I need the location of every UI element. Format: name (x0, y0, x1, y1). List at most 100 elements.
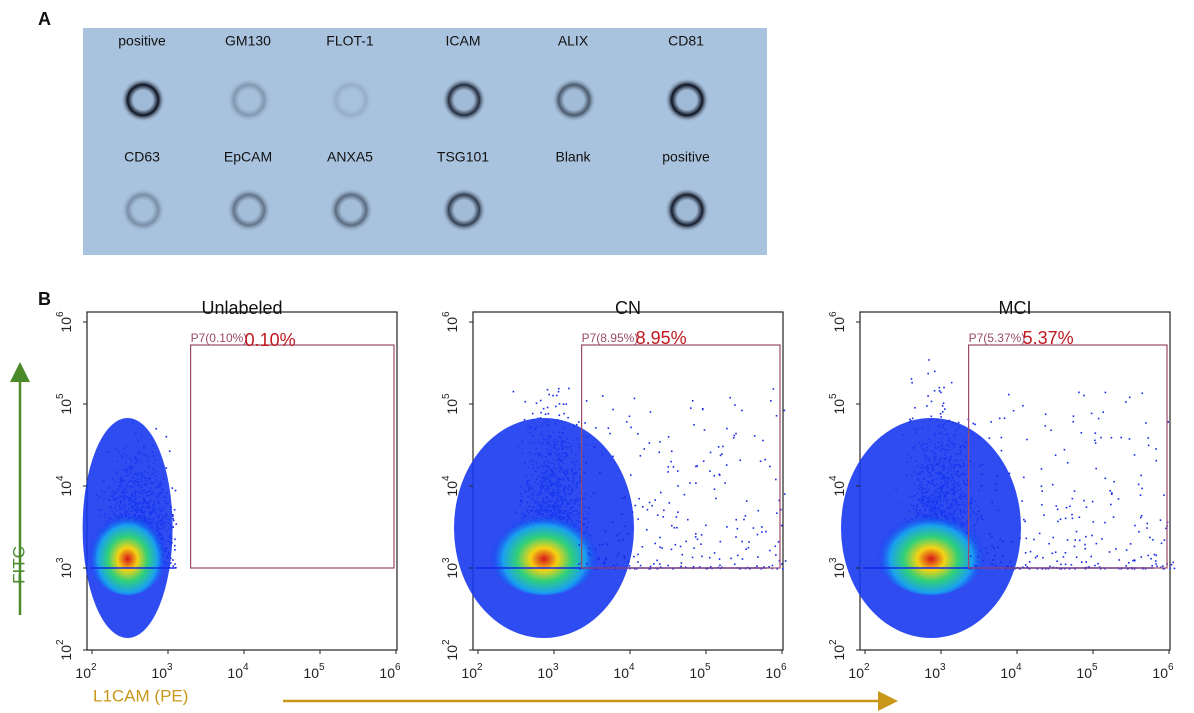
event-dot (979, 550, 981, 552)
event-dot (1155, 555, 1157, 557)
event-dot (1039, 533, 1041, 535)
event-dot (657, 514, 659, 516)
tick-exp: 2 (477, 662, 483, 673)
blot-dot (227, 188, 271, 232)
tick-exp: 6 (395, 662, 401, 673)
event-dot (656, 560, 658, 562)
event-dot (782, 568, 784, 570)
event-dot (942, 411, 944, 413)
event-dot (997, 547, 999, 549)
event-dot (1056, 560, 1058, 562)
event-dot (1091, 413, 1093, 415)
event-dot (934, 390, 936, 392)
event-dot (524, 419, 526, 421)
tick-exp: 3 (441, 557, 452, 563)
event-dot (643, 448, 645, 450)
x-tick-label: 104 (227, 662, 249, 681)
event-dot (584, 472, 586, 474)
tick-base: 10 (58, 317, 74, 333)
event-dot (1134, 560, 1136, 562)
event-dot (1083, 500, 1085, 502)
blot-dot (121, 188, 165, 232)
tick-exp: 4 (441, 475, 452, 481)
event-dot (174, 545, 176, 547)
event-dot (669, 502, 671, 504)
event-dot (1172, 562, 1174, 564)
event-dot (1125, 565, 1127, 567)
event-dot (734, 563, 736, 565)
event-dot (1156, 566, 1158, 568)
event-dot (981, 485, 983, 487)
x-tick-label: 102 (75, 662, 97, 681)
tick-exp: 6 (1168, 662, 1174, 673)
event-dot (1041, 490, 1043, 492)
event-dot (709, 470, 711, 472)
plot: CNP7(8.95%)8.95%102102103103104104105105… (441, 298, 787, 681)
event-dot (659, 563, 661, 565)
event-dot (1160, 519, 1162, 521)
blot-label: CD63 (124, 149, 160, 165)
event-dot (1164, 539, 1166, 541)
event-dot (658, 451, 660, 453)
y-tick-label: 104 (828, 475, 847, 497)
event-dot (558, 414, 560, 416)
event-dot (1071, 514, 1073, 516)
tick-exp: 2 (55, 639, 66, 645)
event-dot (977, 556, 979, 558)
event-dot (1035, 557, 1037, 559)
event-dot (710, 452, 712, 454)
event-dot (172, 526, 174, 528)
event-dot (563, 413, 565, 415)
event-dot (633, 556, 635, 558)
event-dot (1081, 432, 1083, 434)
event-dot (1001, 437, 1003, 439)
event-dot (1071, 564, 1073, 566)
event-dot (757, 534, 759, 536)
event-dot (1095, 442, 1097, 444)
event-dot (993, 547, 995, 549)
event-dot (1094, 440, 1096, 442)
tick-base: 10 (1152, 665, 1168, 681)
event-dot (646, 529, 648, 531)
event-dot (1042, 557, 1044, 559)
event-dot (741, 410, 743, 412)
gate-label: P7(8.95%) (582, 331, 639, 345)
event-dot (594, 446, 596, 448)
event-dot (1111, 437, 1113, 439)
event-dot (1138, 531, 1140, 533)
event-dot (589, 547, 591, 549)
event-dot (595, 549, 597, 551)
event-dot (928, 359, 930, 361)
event-dot (973, 423, 975, 425)
event-dot (1023, 477, 1025, 479)
event-dot (735, 519, 737, 521)
event-dot (1147, 437, 1149, 439)
event-dot (1091, 535, 1093, 537)
event-dot (155, 428, 157, 430)
blot-dot (442, 78, 486, 122)
event-dot (624, 496, 626, 498)
plot-title: CN (615, 298, 641, 318)
event-dot (1022, 405, 1024, 407)
event-dot (1094, 565, 1096, 567)
blot-label: GM130 (225, 33, 271, 49)
event-dot (695, 536, 697, 538)
event-dot (1084, 544, 1086, 546)
event-dot (969, 461, 971, 463)
event-dot (659, 441, 661, 443)
y-tick-label: 106 (55, 311, 74, 333)
event-dot (602, 395, 604, 397)
event-dot (1163, 494, 1165, 496)
event-dot (940, 416, 942, 418)
y-tick-label: 105 (441, 393, 460, 415)
event-dot (547, 407, 549, 409)
event-dot (1155, 460, 1157, 462)
event-dot (1161, 543, 1163, 545)
event-dot (684, 494, 686, 496)
event-dot (735, 433, 737, 435)
event-dot (1072, 421, 1074, 423)
event-dot (613, 564, 615, 566)
density-heat (88, 505, 168, 595)
event-dot (540, 412, 542, 414)
